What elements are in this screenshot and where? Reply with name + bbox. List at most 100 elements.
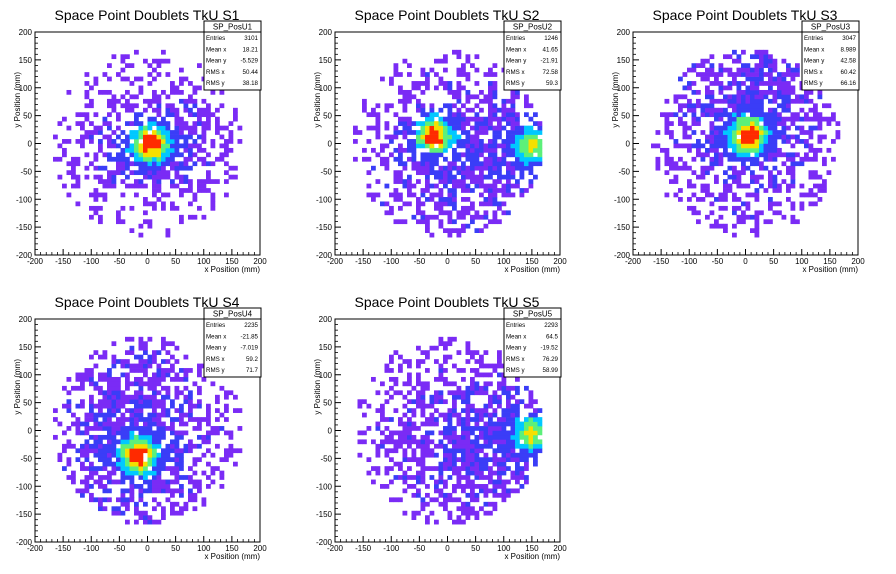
- x-tick-label: -100: [83, 257, 100, 266]
- stats-key: Mean y: [506, 58, 527, 65]
- heatmap-bin: [750, 139, 755, 144]
- heatmap-bin: [80, 143, 85, 149]
- heatmap-bin: [170, 139, 175, 144]
- heatmap-bin: [438, 394, 444, 400]
- heatmap-bin: [161, 161, 166, 167]
- heatmap-bin: [143, 161, 148, 167]
- heatmap-bin: [107, 376, 112, 382]
- heatmap-bin: [452, 461, 457, 467]
- heatmap-bin: [402, 179, 408, 184]
- heatmap-bin: [501, 112, 507, 118]
- heatmap-bin: [156, 457, 162, 463]
- heatmap-bin: [84, 116, 90, 122]
- heatmap-bin: [691, 192, 697, 198]
- heatmap-bin: [479, 461, 484, 467]
- heatmap-bin: [470, 125, 475, 131]
- heatmap-bin: [447, 417, 453, 422]
- heatmap-cells: [651, 49, 841, 238]
- heatmap-bin: [174, 85, 180, 91]
- heatmap-bin: [506, 139, 511, 144]
- heatmap-bin: [407, 434, 412, 440]
- heatmap-bin: [754, 103, 760, 109]
- heatmap-bin: [420, 399, 426, 405]
- heatmap-bin: [709, 107, 715, 113]
- heatmap-bin: [461, 475, 466, 480]
- heatmap-bin: [138, 143, 144, 149]
- heatmap-bin: [375, 466, 381, 471]
- heatmap-bin: [727, 112, 733, 118]
- heatmap-bin: [465, 403, 471, 409]
- heatmap-bin: [678, 121, 683, 126]
- heatmap-bin: [233, 461, 238, 467]
- heatmap-bin: [129, 443, 135, 449]
- heatmap-bin: [98, 501, 103, 507]
- heatmap-bin: [402, 510, 408, 516]
- heatmap-bin: [524, 112, 529, 118]
- heatmap-bin: [497, 354, 502, 360]
- heatmap-bin: [754, 72, 760, 77]
- heatmap-bin: [664, 192, 670, 198]
- heatmap-bin: [768, 156, 773, 162]
- heatmap-bin: [461, 112, 466, 118]
- heatmap-bin: [197, 488, 202, 494]
- heatmap-bin: [709, 63, 715, 68]
- heatmap-bin: [98, 439, 103, 445]
- heatmap-bin: [483, 210, 489, 216]
- stats-key: Mean x: [206, 46, 227, 53]
- heatmap-bin: [727, 165, 733, 171]
- heatmap-bin: [398, 466, 403, 471]
- heatmap-bin: [93, 156, 99, 162]
- heatmap-bin: [515, 130, 520, 135]
- heatmap-bin: [174, 89, 180, 95]
- heatmap-bin: [116, 161, 121, 167]
- heatmap-bin: [138, 452, 144, 458]
- heatmap-bin: [165, 228, 171, 233]
- heatmap-bin: [515, 443, 520, 449]
- heatmap-bin: [80, 399, 85, 405]
- heatmap-bin: [143, 98, 148, 104]
- heatmap-bin: [528, 390, 534, 396]
- heatmap-bin: [492, 201, 498, 207]
- y-tick-label: 100: [617, 84, 631, 93]
- heatmap-bin: [179, 412, 184, 418]
- heatmap-bin: [470, 188, 475, 193]
- heatmap-bin: [57, 452, 63, 458]
- heatmap-bin: [515, 434, 520, 440]
- heatmap-bin: [111, 448, 117, 454]
- heatmap-bin: [506, 488, 511, 494]
- heatmap-bin: [537, 430, 543, 436]
- heatmap-bin: [700, 76, 706, 82]
- heatmap-bin: [98, 376, 103, 382]
- heatmap-bin: [93, 130, 99, 135]
- heatmap-bin: [174, 183, 180, 189]
- heatmap-bin: [501, 98, 507, 104]
- heatmap-bin: [813, 152, 818, 158]
- heatmap-bin: [705, 103, 710, 109]
- heatmap-bin: [777, 72, 782, 77]
- heatmap-bin: [156, 143, 162, 149]
- heatmap-bin: [147, 156, 153, 162]
- heatmap-bin: [389, 457, 394, 463]
- heatmap-bin: [479, 161, 484, 167]
- heatmap-bin: [174, 125, 180, 131]
- heatmap-bin: [138, 492, 144, 498]
- heatmap-bin: [817, 188, 823, 193]
- heatmap-bin: [210, 430, 216, 436]
- heatmap-bin: [434, 58, 439, 64]
- heatmap-bin: [763, 54, 769, 60]
- heatmap-bin: [492, 170, 498, 176]
- heatmap-bin: [407, 116, 412, 122]
- heatmap-bin: [152, 205, 157, 211]
- heatmap-bin: [206, 188, 211, 193]
- heatmap-bin: [425, 72, 430, 77]
- heatmap-bin: [420, 506, 426, 512]
- heatmap-bin: [826, 121, 832, 126]
- heatmap-bin: [470, 143, 475, 149]
- heatmap-bin: [156, 439, 162, 445]
- heatmap-bin: [452, 89, 457, 95]
- heatmap-bin: [188, 394, 193, 400]
- heatmap-bin: [111, 156, 117, 162]
- heatmap-bin: [519, 426, 525, 431]
- heatmap-bin: [443, 197, 448, 202]
- heatmap-bin: [425, 385, 430, 391]
